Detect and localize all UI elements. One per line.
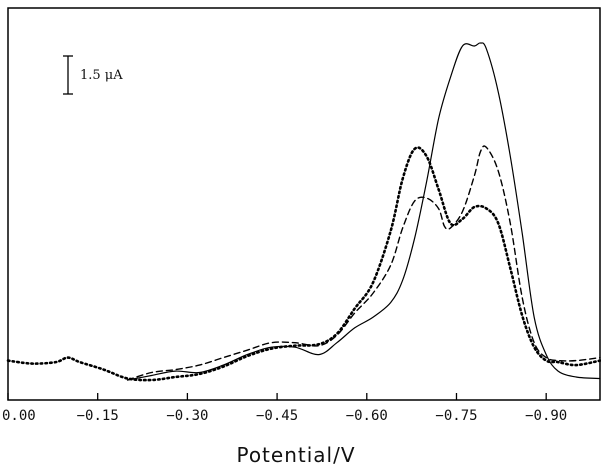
x-tick-label: −0.30 <box>166 408 208 424</box>
x-tick-label: −0.45 <box>256 408 298 424</box>
series-dashed-line <box>126 145 601 381</box>
series-solid-line <box>127 42 601 381</box>
x-tick-label: 0.00 <box>2 408 36 424</box>
plot-frame <box>7 7 601 401</box>
x-axis-tick-labels: 0.00 −0.15 −0.30 −0.45 −0.60 −0.75 −0.90 <box>2 408 567 424</box>
x-tick-label: −0.60 <box>346 408 388 424</box>
x-axis-title: Potential/V <box>236 443 355 467</box>
series-layer <box>6 42 601 382</box>
x-tick-label: −0.90 <box>525 408 567 424</box>
x-axis-ticks <box>7 393 547 400</box>
current-scale-bar: 1.5 μA <box>63 55 123 95</box>
series-dotted-line <box>6 146 601 382</box>
x-tick-label: −0.75 <box>435 408 477 424</box>
scale-bar-label: 1.5 μA <box>80 68 123 83</box>
x-tick-label: −0.15 <box>77 408 119 424</box>
